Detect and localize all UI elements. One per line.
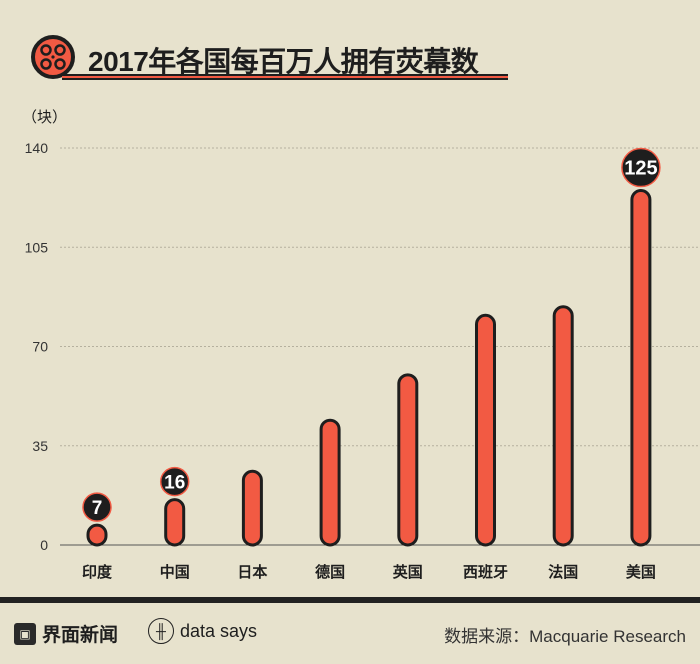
y-tick-label: 70 — [32, 339, 48, 355]
x-tick-label: 德国 — [315, 563, 345, 581]
film-frame-icon: ▣ — [14, 622, 36, 645]
footer-divider — [0, 597, 700, 603]
y-tick-label: 105 — [25, 239, 49, 255]
title-reel-icon — [31, 35, 75, 79]
data-label-badge — [621, 147, 661, 188]
bar — [86, 523, 108, 547]
data-says-logo: ╫ data says — [148, 618, 257, 644]
chart-area: 0 35 70 105 140 印度 7 中国 16 日本 德国 英国 西班牙 法国 美国 125 — [25, 35, 700, 581]
data-says-label: data says — [180, 620, 258, 641]
y-tick-label: 140 — [25, 140, 49, 156]
x-tick-label: 印度 — [82, 563, 113, 581]
data-label: 7 — [92, 498, 103, 519]
y-tick-label: 35 — [32, 438, 48, 454]
source-note: 数据来源：Macquarie Research — [444, 627, 686, 646]
bar — [319, 418, 341, 547]
x-tick-label: 西班牙 — [463, 563, 508, 581]
x-tick-label: 中国 — [160, 563, 190, 581]
chart-title: 2017年各国每百万人拥有荧幕数 — [88, 46, 479, 77]
brand-name: 界面新闻 — [42, 625, 119, 646]
waveform-icon: ╫ — [148, 618, 174, 644]
bar — [241, 469, 263, 547]
bar — [630, 189, 652, 547]
bar — [552, 305, 574, 547]
x-tick-label: 美国 — [626, 563, 656, 581]
x-tick-label: 法国 — [548, 563, 578, 581]
data-label-badge — [159, 466, 190, 497]
data-label: 16 — [164, 473, 185, 494]
data-label: 125 — [624, 158, 657, 180]
bar — [475, 313, 496, 547]
bar — [397, 373, 419, 547]
y-axis-unit: （块） — [22, 109, 68, 126]
y-tick-label: 0 — [40, 537, 48, 553]
data-label-badge — [82, 492, 112, 522]
x-tick-label: 英国 — [393, 563, 423, 581]
brand-logo: ▣ 界面新闻 — [14, 620, 118, 647]
x-tick-label: 日本 — [237, 563, 267, 581]
bar — [164, 498, 186, 547]
title-underline — [62, 74, 508, 80]
